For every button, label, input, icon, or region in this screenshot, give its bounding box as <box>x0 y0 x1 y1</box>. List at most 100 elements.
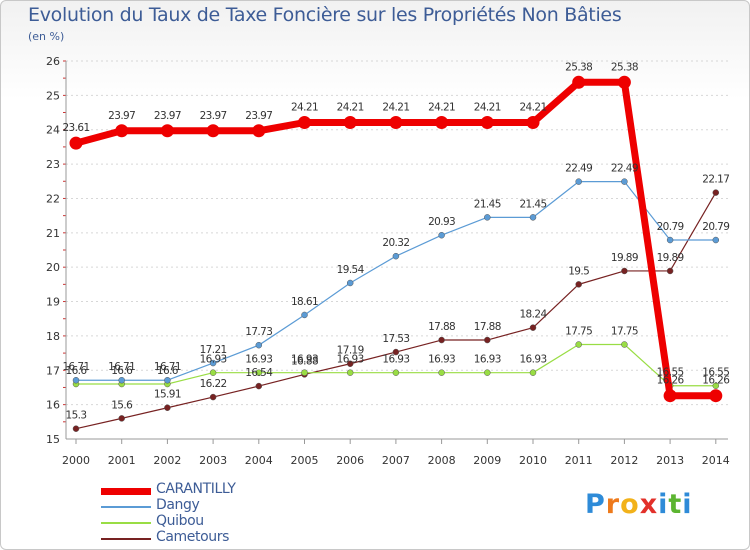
data-label: 21.45 <box>519 198 546 210</box>
data-point <box>712 189 720 196</box>
data-point <box>621 178 628 185</box>
legend-label: Cametours <box>156 529 229 545</box>
data-point <box>69 136 83 150</box>
data-label: 17.19 <box>337 345 364 357</box>
data-label: 17.88 <box>474 321 501 333</box>
data-point <box>575 341 582 348</box>
data-point <box>526 116 540 130</box>
data-label: 22.17 <box>702 174 729 186</box>
y-tick-label: 20 <box>46 261 60 274</box>
data-label: 16.93 <box>382 354 409 366</box>
data-point <box>572 75 586 89</box>
data-point <box>298 116 311 130</box>
data-label: 25.38 <box>565 61 592 73</box>
logo-letter: o <box>620 489 640 520</box>
logo-letter: t <box>668 489 683 520</box>
data-point <box>209 393 217 401</box>
data-label: 17.73 <box>245 326 272 338</box>
data-label: 16.93 <box>519 354 546 366</box>
data-label: 16.71 <box>62 361 89 373</box>
data-label: 16.54 <box>245 367 273 379</box>
data-label: 23.97 <box>245 110 272 122</box>
data-point <box>666 236 674 244</box>
data-point <box>72 376 80 384</box>
data-label: 20.79 <box>657 221 684 233</box>
y-tick-label: 23 <box>46 158 60 171</box>
data-point <box>438 231 445 239</box>
data-point <box>255 369 263 376</box>
data-point <box>343 116 357 130</box>
data-label: 19.89 <box>611 252 638 264</box>
y-axis-unit: (en %) <box>28 30 65 43</box>
logo-letter: i <box>658 489 669 520</box>
data-point <box>484 369 491 376</box>
data-label: 16.71 <box>154 361 181 373</box>
data-point <box>160 124 174 138</box>
data-label: 24.21 <box>474 102 501 114</box>
data-point <box>438 336 445 344</box>
x-tick-label: 2009 <box>473 454 501 467</box>
x-tick-label: 2011 <box>565 454 593 467</box>
data-point <box>255 382 263 390</box>
data-point <box>666 267 674 275</box>
logo-letter: P <box>585 489 606 520</box>
legend-label: CARANTILLY <box>156 481 236 497</box>
data-label: 16.93 <box>337 354 364 366</box>
data-label: 21.45 <box>474 198 501 210</box>
data-point <box>438 369 445 376</box>
x-tick-label: 2013 <box>656 454 684 467</box>
data-label: 16.71 <box>108 361 135 373</box>
data-label: 16.93 <box>245 354 272 366</box>
data-label: 16.93 <box>291 354 318 366</box>
data-point <box>209 369 217 376</box>
logo-letter: r <box>605 489 621 520</box>
data-label: 16.26 <box>702 375 730 387</box>
data-label: 16.6 <box>157 365 179 377</box>
data-label: 22.49 <box>565 163 592 175</box>
x-tick-label: 2004 <box>245 454 273 467</box>
proxiti-logo: Proxiti <box>585 489 693 520</box>
data-label: 18.61 <box>291 296 318 308</box>
data-point <box>709 389 723 403</box>
data-point <box>712 236 720 244</box>
data-label: 23.97 <box>108 110 135 122</box>
y-tick-label: 24 <box>46 124 60 137</box>
chart-title: Evolution du Taux de Taxe Foncière sur l… <box>28 4 622 26</box>
data-label: 20.79 <box>702 221 729 233</box>
data-label: 16.6 <box>111 365 133 377</box>
data-label: 20.32 <box>382 237 409 249</box>
data-label: 19.5 <box>568 265 589 277</box>
x-tick-label: 2008 <box>428 454 456 467</box>
data-label: 23.97 <box>200 110 227 122</box>
data-point <box>118 376 125 384</box>
data-label: 17.21 <box>200 344 227 356</box>
logo-letter: i <box>682 489 693 520</box>
line-chart: 15 16 17 18 19 20 21 22 23 24 25 26 2000 2001 2002 2003… <box>46 55 731 467</box>
y-tick-label: 16 <box>46 399 60 412</box>
data-point <box>72 425 80 432</box>
data-point <box>346 360 354 367</box>
data-point <box>480 116 494 130</box>
data-point <box>529 369 537 376</box>
data-point <box>621 341 628 348</box>
data-point <box>575 178 582 185</box>
data-point <box>252 124 266 138</box>
y-tick-label: 18 <box>46 330 60 343</box>
logo-letter: x <box>639 489 659 520</box>
data-label: 16.55 <box>657 367 684 379</box>
data-label: 16.55 <box>702 367 729 379</box>
data-label: 16.93 <box>200 354 227 366</box>
data-point <box>389 116 403 130</box>
data-label: 17.88 <box>428 321 455 333</box>
data-label: 15.3 <box>66 410 87 422</box>
data-point <box>392 369 400 376</box>
data-label: 24.21 <box>382 102 409 114</box>
data-label: 15.6 <box>111 399 133 411</box>
x-tick-label: 2012 <box>610 454 638 467</box>
legend-label: Quibou <box>156 513 204 529</box>
data-label: 22.49 <box>611 163 638 175</box>
data-label: 17.75 <box>565 326 592 338</box>
data-label: 24.21 <box>337 102 364 114</box>
y-tick-label: 22 <box>46 192 60 205</box>
